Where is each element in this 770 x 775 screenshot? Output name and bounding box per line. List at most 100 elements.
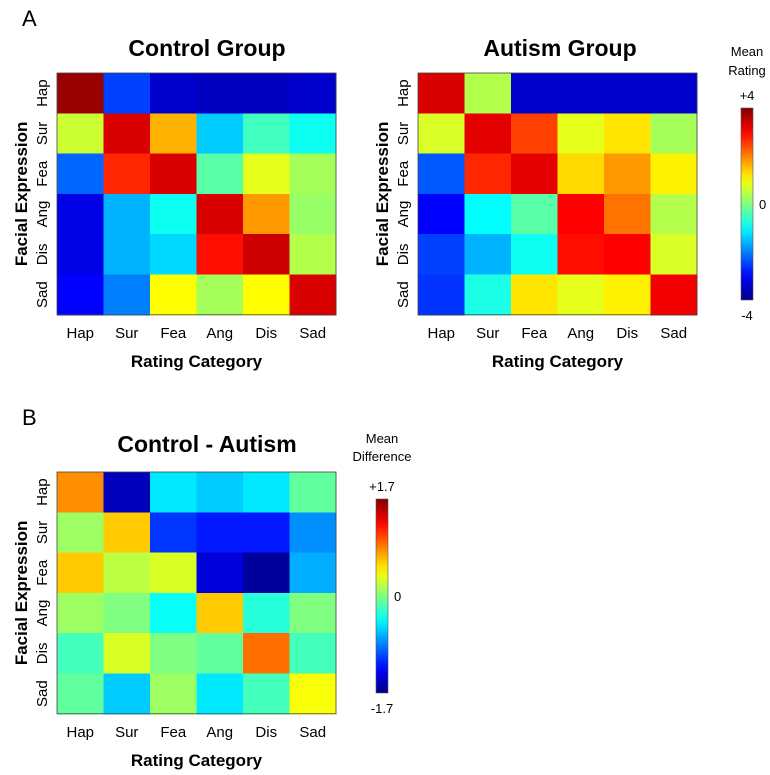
difference-cell-sur-fea bbox=[150, 512, 198, 554]
autism-xlabel: Rating Category bbox=[492, 352, 624, 371]
difference-cell-sad-dis bbox=[243, 673, 291, 715]
control-ylabel: Facial Expression bbox=[12, 122, 31, 267]
control-cell-sur-hap bbox=[57, 113, 105, 155]
control-cell-sad-ang bbox=[196, 274, 244, 316]
autism-cell-hap-ang bbox=[557, 73, 605, 114]
difference-ytick-ang: Ang bbox=[34, 600, 51, 627]
control-xlabel: Rating Category bbox=[131, 352, 263, 371]
rating-colorbar-min: -4 bbox=[741, 308, 753, 323]
difference-ytick-sur: Sur bbox=[34, 521, 51, 544]
panel-label-a: A bbox=[22, 6, 37, 31]
control-cell-fea-sur bbox=[103, 153, 151, 195]
difference-xtick-sad: Sad bbox=[299, 724, 326, 741]
difference-ytick-sad: Sad bbox=[34, 680, 51, 707]
difference-cell-sad-hap bbox=[57, 673, 105, 715]
difference-colorbar bbox=[375, 498, 389, 694]
difference-cell-hap-fea bbox=[150, 472, 198, 513]
control-cell-hap-fea bbox=[150, 73, 198, 114]
control-cell-dis-fea bbox=[150, 234, 198, 276]
autism-cell-sur-dis bbox=[604, 113, 652, 155]
difference-cell-dis-ang bbox=[196, 633, 244, 675]
difference-cell-fea-dis bbox=[243, 552, 291, 594]
difference-cell-sur-ang bbox=[196, 512, 244, 554]
autism-cell-hap-dis bbox=[604, 73, 652, 114]
rating-colorbar-title-line: Rating bbox=[728, 63, 766, 78]
autism-cell-sad-fea bbox=[511, 274, 559, 316]
difference-cell-sur-dis bbox=[243, 512, 291, 554]
autism-cell-dis-sur bbox=[464, 234, 512, 276]
difference-cell-sad-fea bbox=[150, 673, 198, 715]
control-cell-hap-dis bbox=[243, 73, 291, 114]
control-ytick-dis: Dis bbox=[34, 244, 51, 266]
control-cell-sad-dis bbox=[243, 274, 291, 316]
control-cell-dis-hap bbox=[57, 234, 105, 276]
control-cell-sad-sur bbox=[103, 274, 151, 316]
control-ytick-hap: Hap bbox=[34, 79, 51, 107]
control-xtick-fea: Fea bbox=[160, 325, 187, 342]
difference-cell-fea-sur bbox=[103, 552, 151, 594]
control-cell-dis-sur bbox=[103, 234, 151, 276]
difference-frame bbox=[56, 471, 337, 715]
control-cell-hap-sur bbox=[103, 73, 151, 114]
autism-cell-sad-sur bbox=[464, 274, 512, 316]
difference-ytick-hap: Hap bbox=[34, 478, 51, 506]
autism-cell-sad-hap bbox=[418, 274, 466, 316]
difference-xtick-hap: Hap bbox=[66, 724, 94, 741]
difference-cell-dis-sad bbox=[289, 633, 337, 675]
difference-cell-dis-hap bbox=[57, 633, 105, 675]
colorbar-mean-difference: Mean Difference +1.7 0 -1.7 bbox=[352, 431, 411, 716]
control-cell-ang-hap bbox=[57, 193, 105, 235]
control-ytick-fea: Fea bbox=[34, 160, 51, 187]
autism-cell-dis-ang bbox=[557, 234, 605, 276]
difference-cell-sur-sur bbox=[103, 512, 151, 554]
difference-colorbar-min: -1.7 bbox=[371, 701, 393, 716]
heatmap-control-minus-autism: Control - Autism Hap Sur Fea Ang Dis Sad Hap Sur… bbox=[12, 431, 337, 770]
difference-ytick-fea: Fea bbox=[34, 559, 51, 586]
difference-colorbar-title-line: Mean bbox=[366, 431, 399, 446]
autism-cell-sur-ang bbox=[557, 113, 605, 155]
difference-ylabel: Facial Expression bbox=[12, 521, 31, 666]
autism-ytick-ang: Ang bbox=[395, 201, 412, 228]
autism-cell-dis-fea bbox=[511, 234, 559, 276]
difference-cell-fea-ang bbox=[196, 552, 244, 594]
rating-colorbar-mid: 0 bbox=[759, 197, 766, 212]
autism-cell-dis-sad bbox=[650, 234, 698, 276]
control-cell-sad-hap bbox=[57, 274, 105, 316]
control-title: Control Group bbox=[128, 35, 285, 61]
difference-title: Control - Autism bbox=[117, 431, 296, 457]
control-cell-sur-ang bbox=[196, 113, 244, 155]
autism-cell-sad-dis bbox=[604, 274, 652, 316]
control-cell-hap-sad bbox=[289, 73, 337, 114]
difference-xtick-sur: Sur bbox=[115, 724, 138, 741]
control-xtick-ang: Ang bbox=[206, 325, 233, 342]
autism-cell-ang-fea bbox=[511, 193, 559, 235]
autism-cell-ang-ang bbox=[557, 193, 605, 235]
control-cell-sur-fea bbox=[150, 113, 198, 155]
autism-cell-fea-ang bbox=[557, 153, 605, 195]
control-cell-hap-ang bbox=[196, 73, 244, 114]
difference-xtick-fea: Fea bbox=[160, 724, 187, 741]
autism-xtick-hap: Hap bbox=[427, 325, 455, 342]
control-cell-fea-sad bbox=[289, 153, 337, 195]
autism-cell-sur-hap bbox=[418, 113, 466, 155]
control-cell-ang-sur bbox=[103, 193, 151, 235]
difference-cell-hap-hap bbox=[57, 472, 105, 513]
autism-cell-dis-dis bbox=[604, 234, 652, 276]
difference-cell-fea-fea bbox=[150, 552, 198, 594]
difference-cell-hap-sad bbox=[289, 472, 337, 513]
heatmap-autism-group: Autism Group Hap Sur Fea Ang Dis Sad Hap Sur Fea A… bbox=[373, 35, 698, 371]
autism-cell-fea-hap bbox=[418, 153, 466, 195]
difference-xlabel: Rating Category bbox=[131, 751, 263, 770]
control-cell-ang-dis bbox=[243, 193, 291, 235]
control-cell-sur-sur bbox=[103, 113, 151, 155]
control-cell-sad-sad bbox=[289, 274, 337, 316]
difference-cell-dis-fea bbox=[150, 633, 198, 675]
control-cell-sad-fea bbox=[150, 274, 198, 316]
autism-cell-sur-sad bbox=[650, 113, 698, 155]
difference-cell-ang-fea bbox=[150, 592, 198, 634]
autism-cell-ang-sur bbox=[464, 193, 512, 235]
rating-colorbar bbox=[740, 107, 754, 301]
difference-cell-sad-sur bbox=[103, 673, 151, 715]
autism-title: Autism Group bbox=[483, 35, 636, 61]
autism-xtick-sur: Sur bbox=[476, 325, 499, 342]
